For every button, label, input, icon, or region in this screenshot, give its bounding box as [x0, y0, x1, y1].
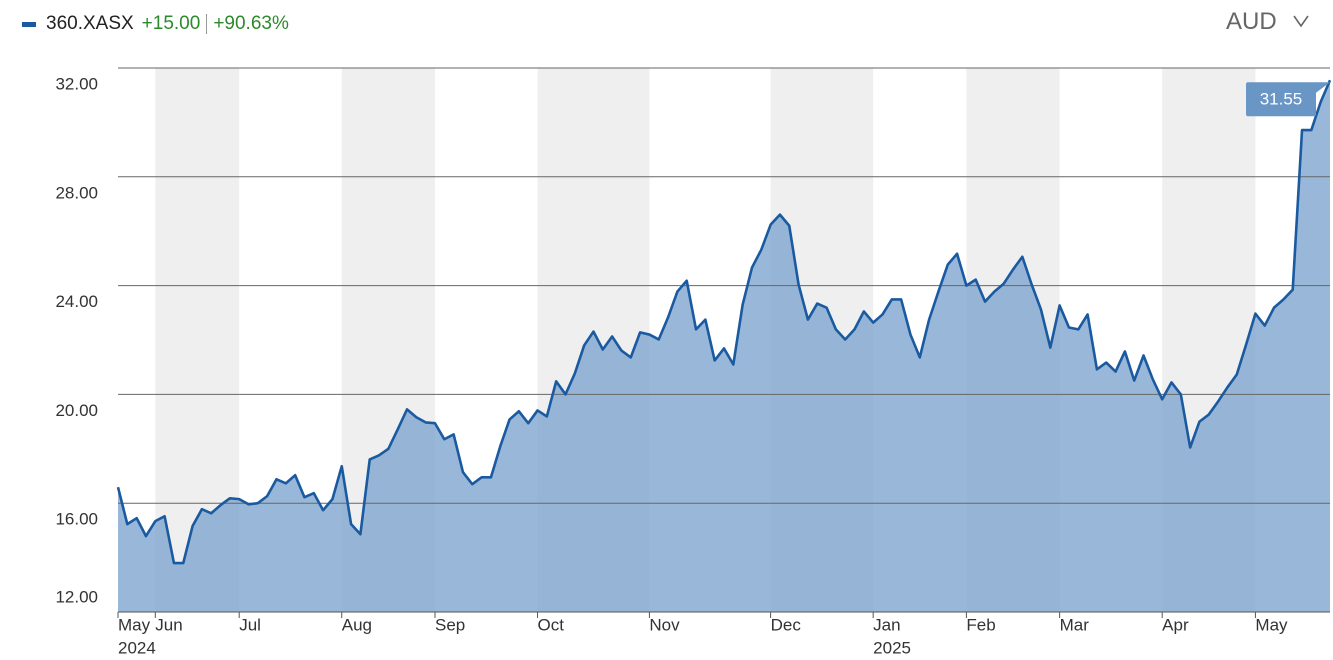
x-tick-label: Feb: [966, 615, 995, 634]
currency-select[interactable]: AUD: [1226, 8, 1277, 35]
x-tick-label: Oct: [538, 615, 565, 634]
value-box: [1246, 82, 1316, 117]
y-tick-label: 12.00: [55, 587, 98, 606]
separator: [206, 14, 208, 34]
y-tick-label: 32.00: [55, 74, 98, 93]
x-tick-label: Apr: [1162, 615, 1189, 634]
x-tick-label: Nov: [649, 615, 680, 634]
area: [118, 80, 1330, 613]
legend-label: 360.XASX: [46, 13, 134, 34]
value-pointer: [1314, 82, 1330, 95]
percent-change: +90.63%: [213, 13, 289, 34]
last-value-label: 31.55: [1260, 90, 1303, 109]
x-tick-label: Jul: [239, 615, 261, 634]
legend-swatch: [22, 21, 36, 27]
legend: 360.XASX +15.00 +90.63%: [22, 10, 289, 38]
x-tick-label: May: [118, 615, 151, 634]
x-year-label: 2024: [118, 638, 156, 657]
y-tick-label: 24.00: [55, 292, 98, 311]
x-tick-label: Aug: [342, 615, 372, 634]
x-tick-label: Jan: [873, 615, 900, 634]
y-tick-label: 20.00: [55, 401, 98, 420]
x-tick-label: Dec: [771, 615, 802, 634]
y-tick-label: 16.00: [55, 510, 98, 529]
x-year-label: 2025: [873, 638, 911, 657]
line: [116, 79, 1332, 565]
x-tick-label: Jun: [155, 615, 182, 634]
x-tick-label: Mar: [1060, 615, 1090, 634]
y-tick-label: 28.00: [55, 183, 98, 202]
x-tick-label: Sep: [435, 615, 465, 634]
x-tick-label: May: [1255, 615, 1288, 634]
dropdown-chevron[interactable]: [1292, 12, 1310, 30]
price-change: +15.00: [141, 13, 201, 34]
